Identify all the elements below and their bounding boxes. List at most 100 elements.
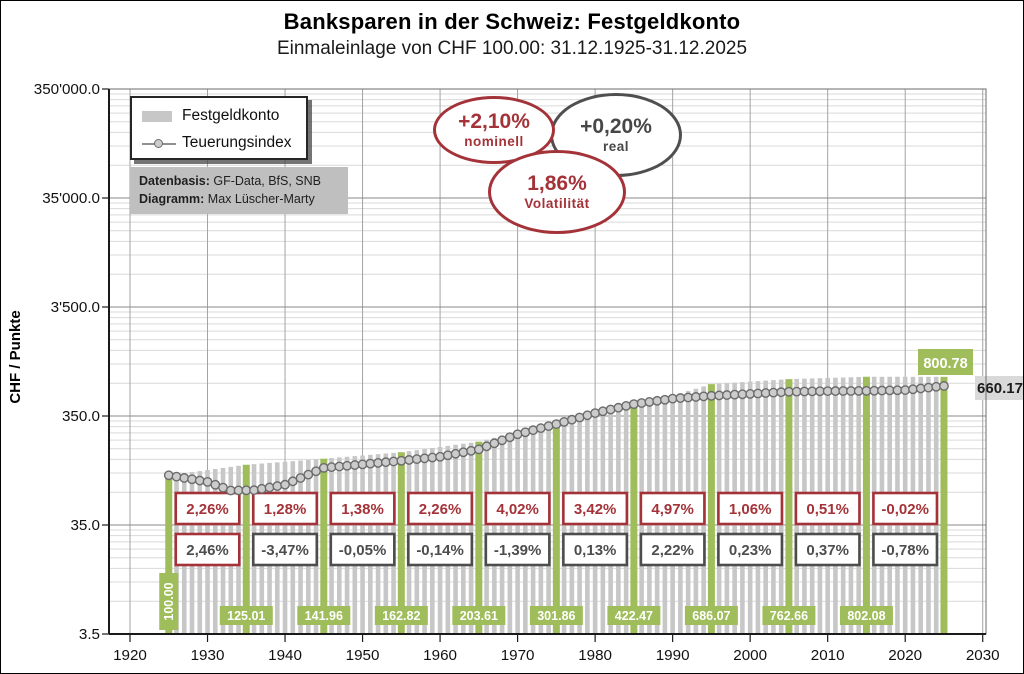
decade-bar xyxy=(475,441,483,634)
teuerungsindex-point xyxy=(466,445,476,456)
decade-value-badge xyxy=(607,606,661,625)
nominal-return-box xyxy=(251,491,319,526)
x-tick-label: 1940 xyxy=(268,647,302,664)
teuerungsindex-point xyxy=(272,481,283,491)
volatility-value: 1,86% xyxy=(527,172,587,196)
teuerungsindex-end-badge xyxy=(975,376,1023,400)
decade-value-text: 762.66 xyxy=(770,609,808,623)
nominal-return-text: 4,02% xyxy=(496,501,539,518)
festgeldkonto-bar xyxy=(523,430,528,634)
real-return-text: -1,39% xyxy=(494,542,542,559)
y-axis-title: CHF / Punkte xyxy=(7,310,24,404)
decade-value-text: 422.47 xyxy=(615,609,653,623)
chart-subtitle: Einmaleinlage von CHF 100.00: 31.12.1925… xyxy=(276,38,748,59)
x-tick-label: 1970 xyxy=(501,647,535,664)
nominal-return-box xyxy=(484,491,551,526)
x-tick-label: 2020 xyxy=(888,647,922,664)
nominal-return-text: 2,26% xyxy=(186,501,229,518)
real-return-box xyxy=(174,532,241,567)
decade-bar xyxy=(785,379,793,634)
decade-value-text: 686.07 xyxy=(692,609,730,623)
teuerungsindex-point xyxy=(613,402,624,413)
source-label: Datenbasis: xyxy=(139,174,210,188)
decade-value-badge xyxy=(529,606,583,625)
festgeldkonto-bar xyxy=(546,424,551,634)
real-return-text: -3,47% xyxy=(261,542,309,559)
real-return-box xyxy=(872,532,939,567)
source-line-datenbasis: Datenbasis: GF-Data, BfS, SNB xyxy=(139,172,339,190)
real-return-text: -0,05% xyxy=(339,542,387,559)
real-return-box xyxy=(794,532,861,567)
teuerungsindex-point xyxy=(659,394,670,405)
teuerungsindex-point xyxy=(187,474,197,485)
teuerungsindex-point xyxy=(442,450,453,461)
decade-bar xyxy=(552,423,560,634)
festgeldkonto-bar xyxy=(577,418,582,634)
teuerungsindex-point xyxy=(590,408,601,419)
y-tick-label: 3.5 xyxy=(79,626,100,643)
decade-value-text: 162.82 xyxy=(382,609,420,623)
nominal-return-box xyxy=(639,491,706,526)
nominal-return-oval: +2,10% nominell xyxy=(433,96,555,164)
teuerungsindex-point xyxy=(249,485,259,496)
decade-bar xyxy=(630,407,638,634)
teuerungsindex-point xyxy=(435,451,445,462)
festgeldkonto-bar xyxy=(569,419,575,634)
bar-swatch-icon xyxy=(142,110,172,122)
festgeldkonto-bar xyxy=(530,428,536,634)
nominal-return-text: 1,28% xyxy=(264,501,307,518)
real-return-box xyxy=(251,532,319,567)
y-tick-label: 35'000.0 xyxy=(42,190,100,207)
volatility-label: Volatilität xyxy=(524,196,590,212)
nominal-return-text: 1,06% xyxy=(729,501,772,518)
nominal-return-text: -0,02% xyxy=(881,501,929,518)
teuerungsindex-point xyxy=(458,447,469,458)
real-return-text: 2,22% xyxy=(651,542,694,559)
chart-title: Banksparen in der Schweiz: Festgeldkonto xyxy=(283,9,741,34)
decade-value-badge xyxy=(159,573,179,630)
decade-value-badge xyxy=(839,606,893,625)
source-label: Diagramm: xyxy=(139,192,205,207)
decade-value-text: 203.61 xyxy=(460,609,498,623)
source-value: GF-Data, BfS, SNB xyxy=(213,174,322,188)
decade-bar xyxy=(165,475,173,634)
axis-labels: 350'000.0 35'000.0 3'500.0 350.0 35.0 3.5 1920… xyxy=(34,81,1000,664)
nominal-return-box xyxy=(717,491,784,526)
x-tick-label: 1990 xyxy=(656,647,690,664)
x-tick-label: 2000 xyxy=(733,647,767,664)
x-tick-label: 1930 xyxy=(191,647,225,664)
decade-value-text: 100.00 xyxy=(162,582,176,620)
x-tick-label: 2030 xyxy=(966,647,1000,664)
teuerungsindex-point xyxy=(597,406,608,417)
legend-label: Teuerungsindex xyxy=(182,134,292,151)
teuerungsindex-point xyxy=(644,397,655,407)
nominal-return-box xyxy=(872,491,939,526)
nominal-return-box xyxy=(562,491,629,526)
end-value-labels: 800.78 660.17 xyxy=(918,349,1023,400)
axes xyxy=(108,88,987,635)
nominal-return-label: nominell xyxy=(464,134,524,150)
decade-value-text: 802.08 xyxy=(847,609,885,623)
real-return-text: 0,37% xyxy=(806,542,849,559)
decade-value-badge xyxy=(452,606,506,625)
decade-value-text: 125.01 xyxy=(227,609,265,623)
nominal-return-box xyxy=(794,491,861,526)
teuerungsindex-point xyxy=(256,483,267,494)
real-return-text: -0,78% xyxy=(881,542,929,559)
x-tick-label: 2010 xyxy=(811,647,845,664)
nominal-return-text: 0,51% xyxy=(806,501,849,518)
teuerungsindex-point xyxy=(628,399,639,410)
real-return-box xyxy=(484,532,551,567)
source-line-diagramm: Diagramm: Max Lüscher-Marty xyxy=(139,190,339,208)
teuerungsindex-point xyxy=(621,401,632,411)
x-tick-label: 1950 xyxy=(346,647,380,664)
legend-item-festgeldkonto: Festgeldkonto xyxy=(142,105,298,127)
festgeldkonto-bar xyxy=(561,421,567,634)
decade-value-text: 301.86 xyxy=(537,609,575,623)
decade-bar xyxy=(940,376,948,634)
x-tick-label: 1960 xyxy=(423,647,457,664)
teuerungsindex-point xyxy=(636,398,647,408)
nominal-return-box xyxy=(407,491,474,526)
